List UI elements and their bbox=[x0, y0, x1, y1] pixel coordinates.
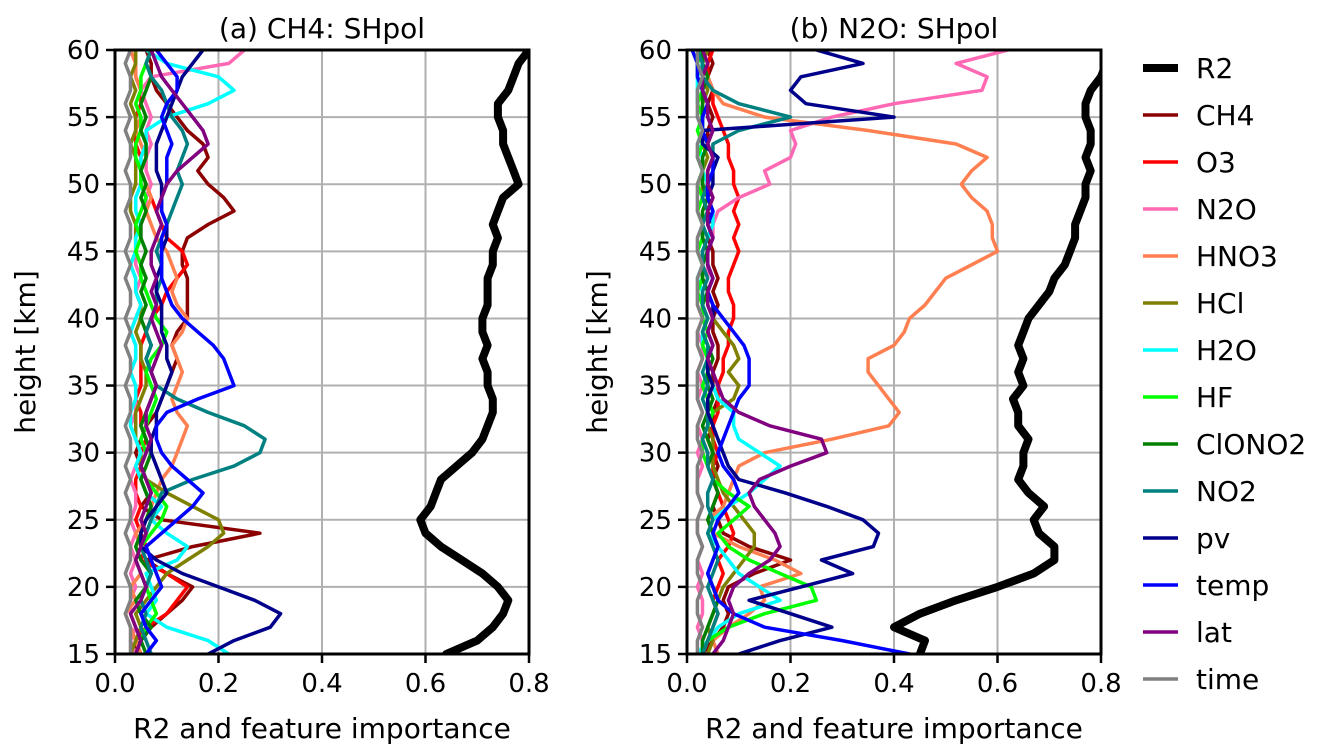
series-group bbox=[123, 50, 529, 654]
series-line-lat bbox=[128, 50, 210, 654]
y-tick-label: 45 bbox=[67, 237, 100, 267]
legend-label: O3 bbox=[1196, 146, 1236, 179]
legend-label: HNO3 bbox=[1196, 240, 1278, 273]
series-line-no2 bbox=[139, 50, 267, 654]
y-tick-label: 40 bbox=[67, 304, 100, 334]
legend-label: HCl bbox=[1196, 287, 1244, 320]
legend-item-no2: NO2 bbox=[1143, 475, 1257, 508]
legend-item-clono2: ClONO2 bbox=[1143, 428, 1306, 461]
y-axis-label: height [km] bbox=[9, 270, 42, 434]
y-tick-label: 50 bbox=[67, 170, 100, 200]
series-line-pv bbox=[139, 50, 283, 654]
y-tick-label: 50 bbox=[639, 170, 672, 200]
legend-label: lat bbox=[1196, 616, 1232, 649]
series-line-hf bbox=[695, 50, 819, 654]
panel-a-ch4: 0.0 0.2 0.4 0.6 0.8 15 20 25 30 35 40 45 50 55 60 (a) C… bbox=[9, 12, 550, 745]
x-tick-label: 0.0 bbox=[94, 669, 135, 699]
legend-item-r2: R2 bbox=[1143, 52, 1233, 85]
series-line-time bbox=[123, 50, 133, 654]
y-tick-label: 60 bbox=[67, 36, 100, 66]
series-line-time bbox=[695, 50, 705, 654]
legend-item-temp: temp bbox=[1143, 569, 1269, 602]
x-tick-label: 0.4 bbox=[873, 669, 914, 699]
series-line-n2o bbox=[695, 50, 1010, 654]
y-tick-label: 20 bbox=[67, 573, 100, 603]
x-tick-label: 0.6 bbox=[977, 669, 1018, 699]
series-line-h2o bbox=[128, 50, 236, 654]
x-tick-label: 0.8 bbox=[508, 669, 549, 699]
y-tick-label: 40 bbox=[639, 304, 672, 334]
series-line-hno3 bbox=[700, 50, 1000, 654]
y-tick-label: 15 bbox=[639, 640, 672, 670]
legend-label: R2 bbox=[1196, 52, 1233, 85]
panel-b-n2o: 0.0 0.2 0.4 0.6 0.8 15 20 25 30 35 40 45 50 55 60 (b) N… bbox=[581, 12, 1122, 745]
x-tick-label: 0.2 bbox=[770, 669, 811, 699]
x-axis-label: R2 and feature importance bbox=[133, 712, 511, 745]
legend-item-pv: pv bbox=[1143, 522, 1230, 555]
series-line-r2 bbox=[416, 50, 529, 654]
grid bbox=[686, 49, 1102, 655]
legend-label: H2O bbox=[1196, 334, 1257, 367]
y-tick-label: 35 bbox=[67, 372, 100, 402]
legend: R2 CH4 O3 N2O HNO3 HCl H2O HF ClONO2 NO2 pv temp lat… bbox=[1143, 52, 1306, 696]
legend-item-ch4: CH4 bbox=[1143, 99, 1254, 132]
series-line-r2 bbox=[890, 65, 1101, 654]
y-axis-label: height [km] bbox=[581, 270, 614, 434]
legend-label: temp bbox=[1196, 569, 1269, 602]
y-tick-label: 60 bbox=[639, 36, 672, 66]
y-tick-label: 20 bbox=[639, 573, 672, 603]
x-tick-label: 0.0 bbox=[666, 669, 707, 699]
y-tick-label: 25 bbox=[639, 506, 672, 536]
y-tick-label: 45 bbox=[639, 237, 672, 267]
chart-title: (a) CH4: SHpol bbox=[219, 12, 425, 45]
legend-label: ClONO2 bbox=[1196, 428, 1306, 461]
legend-label: NO2 bbox=[1196, 475, 1257, 508]
y-tick-label: 30 bbox=[639, 439, 672, 469]
x-tick-label: 0.2 bbox=[198, 669, 239, 699]
y-tick-label: 15 bbox=[67, 640, 100, 670]
legend-item-n2o: N2O bbox=[1143, 193, 1257, 226]
legend-label: HF bbox=[1196, 381, 1233, 414]
legend-item-hcl: HCl bbox=[1143, 287, 1244, 320]
x-tick-label: 0.6 bbox=[405, 669, 446, 699]
legend-label: pv bbox=[1196, 522, 1230, 555]
x-tick-label: 0.8 bbox=[1080, 669, 1121, 699]
legend-item-hf: HF bbox=[1143, 381, 1233, 414]
series-line-lat bbox=[700, 50, 829, 654]
series-line-temp bbox=[139, 50, 236, 654]
x-axis-label: R2 and feature importance bbox=[705, 712, 1083, 745]
y-tick-label: 25 bbox=[67, 506, 100, 536]
y-tick-label: 55 bbox=[639, 103, 672, 133]
chart-title: (b) N2O: SHpol bbox=[790, 12, 999, 45]
legend-label: CH4 bbox=[1196, 99, 1254, 132]
series-line-hcl bbox=[128, 50, 226, 654]
legend-item-hno3: HNO3 bbox=[1143, 240, 1278, 273]
legend-item-o3: O3 bbox=[1143, 146, 1236, 179]
series-group bbox=[690, 50, 1101, 654]
x-tick-label: 0.4 bbox=[301, 669, 342, 699]
legend-item-time: time bbox=[1143, 663, 1259, 696]
legend-label: N2O bbox=[1196, 193, 1257, 226]
legend-label: time bbox=[1196, 663, 1259, 696]
legend-item-lat: lat bbox=[1143, 616, 1232, 649]
legend-item-h2o: H2O bbox=[1143, 334, 1257, 367]
y-tick-label: 55 bbox=[67, 103, 100, 133]
y-tick-label: 30 bbox=[67, 439, 100, 469]
y-tick-label: 35 bbox=[639, 372, 672, 402]
